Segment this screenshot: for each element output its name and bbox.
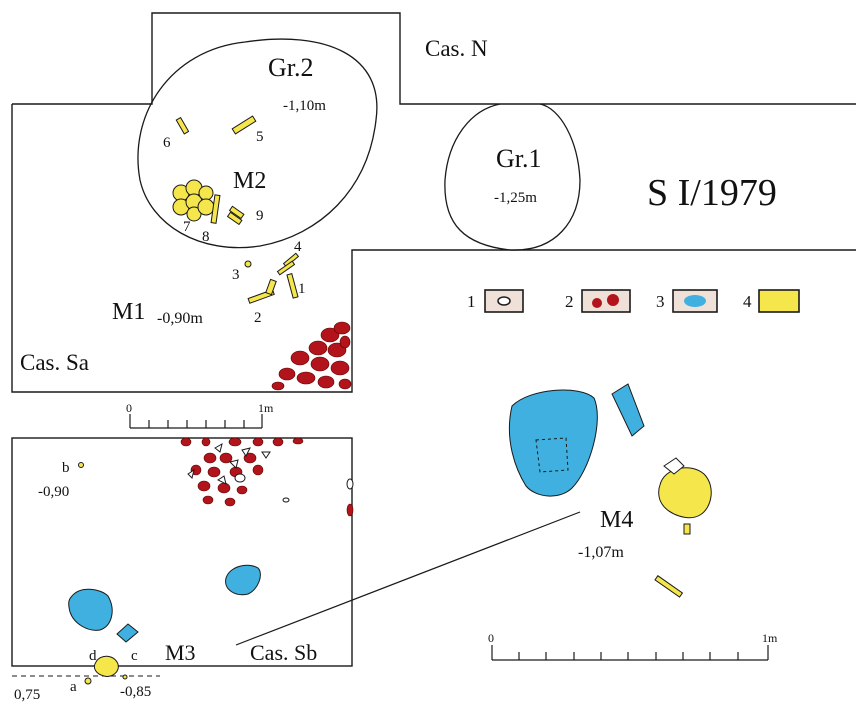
point-a-label: a — [70, 679, 77, 695]
find-9-bone — [228, 205, 245, 220]
point-c-label: c — [131, 648, 138, 664]
trench-outline-cas-sb — [11, 437, 353, 667]
stone-outline-icon — [497, 296, 511, 306]
pit-gr1-label: Gr.1 — [496, 144, 542, 173]
point-a-depth: 0,75 — [14, 687, 40, 703]
burnt-clay-icon — [607, 294, 619, 306]
grave-m3-label: M3 — [165, 640, 196, 665]
find-8-bone — [210, 194, 221, 224]
point-c-depth: -0,85 — [120, 684, 151, 700]
find-2-bone — [265, 278, 277, 296]
find-number-2: 2 — [254, 310, 262, 326]
m4-bone — [654, 575, 684, 598]
find-5-bone — [231, 115, 257, 135]
scale-lower-zero: 0 — [488, 631, 494, 645]
m3-m4-connector — [235, 511, 581, 646]
pit-gr2-outline — [137, 38, 378, 249]
scale-lower-unit: 1m — [762, 631, 778, 645]
grave-m1-depth: -0,90m — [157, 310, 203, 327]
legend: 1 2 3 4 — [467, 289, 800, 313]
grave-m2-finds — [172, 115, 257, 226]
legend-number-4: 4 — [743, 292, 752, 311]
m4-skull-outline — [663, 457, 685, 475]
section-label-cas-sb: Cas. Sb — [250, 640, 317, 665]
find-number-6: 6 — [163, 135, 171, 151]
grave-m1-finds — [244, 252, 300, 304]
trench-outline-upper — [12, 12, 856, 105]
section-label-cas-sa: Cas. Sa — [20, 350, 89, 375]
scale-bar-lower: 0 1m — [488, 631, 778, 661]
legend-number-2: 2 — [565, 292, 574, 311]
stones-sb — [187, 442, 354, 503]
find-3-bone — [244, 260, 252, 268]
legend-box-2 — [581, 289, 631, 313]
find-6-bone — [175, 116, 190, 135]
grave-m4-finds — [508, 383, 712, 598]
find-number-1: 1 — [298, 281, 306, 297]
grave-m3-finds — [78, 462, 128, 685]
legend-number-1: 1 — [467, 292, 476, 311]
grave-m2-label: M2 — [233, 168, 266, 194]
scale-bar-upper: 0 1m — [126, 401, 274, 429]
find-1-bone — [286, 273, 299, 299]
blue-patch-icon — [684, 295, 706, 307]
m4-blue-patch-large — [508, 389, 598, 497]
burnt-clay-icon — [592, 298, 602, 308]
pit-gr1-outline — [444, 103, 581, 251]
find-number-8: 8 — [202, 229, 210, 245]
m4-dashed-area — [535, 437, 569, 473]
m4-blue-patch-small — [611, 383, 645, 437]
legend-number-3: 3 — [656, 292, 665, 311]
pit-gr2-label: Gr.2 — [268, 53, 314, 82]
m4-skull — [658, 467, 712, 519]
point-b-label: b — [62, 460, 70, 476]
find-4-bone — [276, 260, 296, 276]
find-number-3: 3 — [232, 267, 240, 283]
pit-gr1-depth: -1,25m — [494, 190, 537, 206]
burnt-clay-cluster-sa — [271, 321, 352, 391]
grave-m4-label: M4 — [600, 507, 633, 533]
plan-title: S I/1979 — [647, 172, 777, 214]
find-number-5: 5 — [256, 129, 264, 145]
burnt-clay-cluster-sb — [180, 437, 354, 517]
m4-bone — [683, 523, 691, 535]
point-d-label: d — [89, 648, 97, 664]
scale-upper-zero: 0 — [126, 401, 132, 415]
grave-m1-label: M1 — [112, 299, 145, 325]
blue-patches-sb — [68, 564, 261, 643]
find-9-bone — [226, 211, 243, 226]
find-number-9: 9 — [256, 208, 264, 224]
section-label-cas-n: Cas. N — [425, 36, 488, 61]
find-number-7: 7 — [183, 219, 191, 235]
bone-icon — [758, 289, 800, 313]
find-number-4: 4 — [294, 239, 302, 255]
scale-upper-unit: 1m — [258, 401, 274, 415]
point-b-depth: -0,90 — [38, 484, 69, 500]
m2-skull — [172, 179, 215, 222]
grave-m4-depth: -1,07m — [578, 544, 624, 561]
pit-gr2-depth: -1,10m — [283, 98, 326, 114]
